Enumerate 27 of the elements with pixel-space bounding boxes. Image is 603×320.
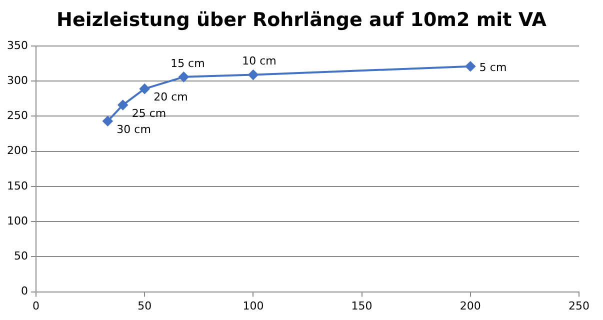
x-tick-label: 200 (460, 299, 481, 312)
x-tick-label: 0 (32, 299, 40, 312)
y-tick-label: 150 (6, 179, 28, 192)
y-tick-label: 350 (6, 38, 28, 52)
y-tick-label: 200 (6, 144, 28, 158)
point (140, 84, 150, 94)
annotation: 15 cm (170, 56, 205, 70)
chart-title: Heizleistung über Rohrlänge auf 10m2 mit VA (56, 8, 548, 33)
y-tick-label: 50 (14, 250, 28, 263)
x-tick-label: 150 (351, 299, 372, 312)
point (465, 61, 476, 72)
point (118, 100, 128, 110)
annotation: 10 cm (242, 54, 276, 68)
annotation: 30 cm (116, 123, 151, 136)
y-tick-label: 100 (6, 214, 28, 228)
y-tick-label: 250 (6, 109, 28, 122)
point (102, 116, 113, 126)
annotation: 25 cm (132, 106, 166, 120)
x-tick-label: 100 (242, 299, 264, 312)
annotation: 5 cm (479, 61, 507, 74)
x-tick-label: 250 (568, 299, 590, 312)
y-tick-label: 300 (6, 74, 28, 87)
y-tick-label: 0 (20, 284, 28, 298)
x-tick-label: 50 (138, 299, 152, 312)
point (248, 70, 258, 80)
point (178, 72, 189, 82)
annotation: 20 cm (154, 90, 188, 104)
